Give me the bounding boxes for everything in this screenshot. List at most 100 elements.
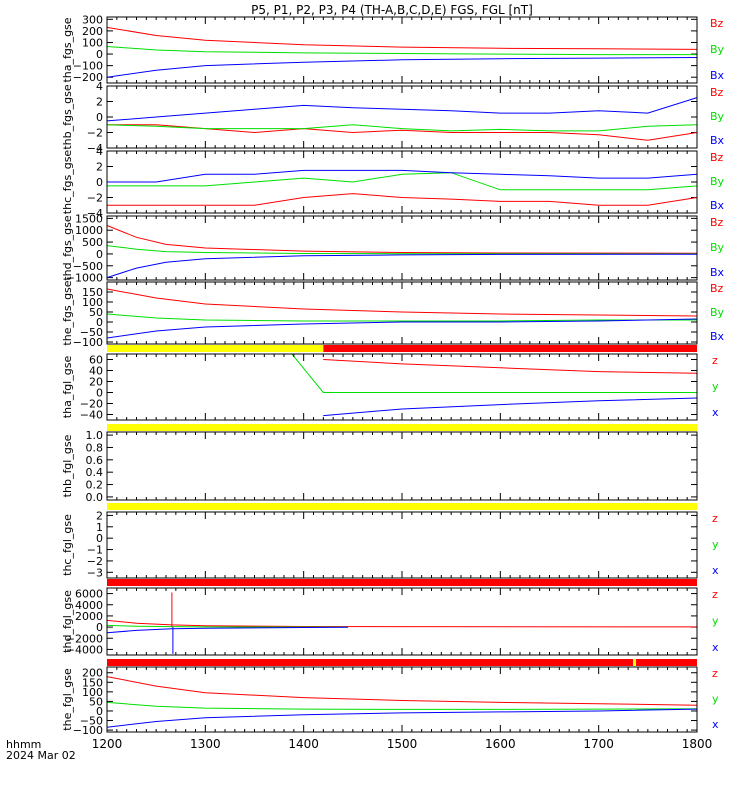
panel-frame	[106, 281, 698, 345]
y-tick-label: 0	[96, 532, 103, 545]
y-tick-label: −40	[80, 409, 103, 422]
legend-entry: Bx	[710, 266, 725, 279]
y-tick-label: 1000	[75, 224, 103, 237]
y-tick-label: −50	[80, 715, 103, 728]
y-tick-label: 6000	[75, 588, 103, 601]
y-axis-label: the_fgl_gse	[61, 668, 74, 731]
status-segment	[107, 659, 634, 666]
y-tick-label: 0	[96, 111, 103, 124]
legend-entry: z	[712, 667, 718, 680]
status-segment	[636, 659, 697, 666]
series-line-x	[106, 708, 698, 728]
y-tick-label: 0	[96, 248, 103, 261]
y-tick-label: 0.0	[86, 491, 104, 504]
panel-frame	[106, 666, 698, 733]
series-line-Bx	[106, 318, 698, 339]
series-line-z	[106, 676, 698, 706]
y-tick-label: 50	[89, 306, 103, 319]
legend-entry: x	[712, 718, 719, 731]
y-tick-label: −100	[73, 60, 103, 73]
series-line-Bz	[106, 225, 698, 254]
panel-thb_fgs_gse: 4 2 0 −2 −4 thb_fgs_gse Bz By Bx	[61, 80, 725, 155]
panel-thc_fgl_gse: 210−1−2−3 thc_fgl_gse zyx	[61, 503, 719, 579]
y-tick-label: 4000	[75, 599, 103, 612]
y-tick-label: 200	[82, 25, 103, 38]
legend-entry: Bz	[710, 151, 724, 164]
legend-entry: z	[712, 588, 718, 601]
x-tick-label: 1200	[92, 737, 123, 751]
y-tick-label: 1500	[75, 212, 103, 225]
y-tick-label: −2	[87, 127, 103, 140]
y-tick-label: 40	[89, 365, 103, 378]
y-tick-label: 60	[89, 354, 103, 367]
y-tick-label: 2	[96, 161, 103, 174]
y-tick-label: −4000	[66, 643, 103, 656]
panel-frame	[106, 511, 698, 579]
legend-entry: Bz	[710, 86, 724, 99]
panel-thc_fgs_gse: 4 2 0 −2 −4 thc_fgs_gse Bz By Bx	[61, 145, 725, 220]
y-tick-label: 4	[96, 80, 103, 93]
panel-frame	[106, 587, 698, 656]
y-tick-label: −2000	[66, 632, 103, 645]
y-tick-label: 0.8	[86, 441, 104, 454]
y-tick-label: −50	[80, 326, 103, 339]
series-line-Bx	[106, 57, 698, 78]
y-tick-label: −200	[73, 71, 103, 84]
legend-entry: y	[712, 615, 719, 628]
y-tick-label: 0	[96, 387, 103, 400]
x-tick-label: 1500	[387, 737, 418, 751]
y-tick-label: −3	[87, 566, 103, 579]
time-label: hhmm	[6, 738, 41, 751]
series-line-By	[107, 172, 698, 191]
y-axis-label: thb_fgs_gse	[61, 84, 74, 150]
series-line-Bz	[106, 26, 698, 50]
y-tick-label: −100	[73, 724, 103, 737]
y-axis-label: tha_fgl_gse	[61, 356, 74, 419]
x-tick-label: 1600	[485, 737, 516, 751]
series-line-Bz	[107, 193, 698, 206]
y-axis-label: thc_fgl_gse	[61, 514, 74, 576]
series-line-Bz	[106, 288, 698, 317]
y-tick-label: 100	[82, 36, 103, 49]
series-line-Bz	[107, 124, 698, 141]
y-tick-label: −4	[87, 142, 103, 155]
y-tick-label: 2	[96, 509, 103, 522]
y-tick-label: −1	[87, 544, 103, 557]
legend-entry: By	[710, 110, 725, 123]
y-axis-label: tha_fgs_gse	[61, 17, 74, 82]
y-tick-label: 150	[82, 676, 103, 689]
y-tick-label: 0	[96, 316, 103, 329]
legend-entry: Bz	[710, 216, 724, 229]
x-tick-label: 1800	[682, 737, 713, 751]
y-axis-label: thd_fgs_gse	[61, 215, 74, 281]
panel-frame	[106, 16, 698, 84]
series-line-z	[106, 619, 698, 628]
y-tick-label: −500	[73, 260, 103, 273]
y-tick-label: 2000	[75, 610, 103, 623]
legend-entry: By	[710, 241, 725, 254]
y-tick-label: 0	[96, 176, 103, 189]
status-segment	[107, 345, 324, 352]
legend-entry: x	[712, 641, 719, 654]
y-tick-label: 0.4	[86, 466, 104, 479]
legend-entry: Bz	[710, 282, 724, 295]
legend-entry: y	[712, 693, 719, 706]
x-tick-label: 1400	[288, 737, 319, 751]
legend-entry: By	[710, 43, 725, 56]
legend-entry: Bx	[710, 330, 725, 343]
plot-title: P5, P1, P2, P3, P4 (TH-A,B,C,D,E) FGS, F…	[251, 3, 533, 17]
series-line-z	[323, 359, 698, 374]
y-tick-label: 20	[89, 376, 103, 389]
legend-entry: z	[712, 354, 718, 367]
series-line-By	[106, 245, 698, 255]
y-tick-label: 500	[82, 236, 103, 249]
y-tick-label: −20	[80, 398, 103, 411]
y-tick-label: 150	[82, 286, 103, 299]
